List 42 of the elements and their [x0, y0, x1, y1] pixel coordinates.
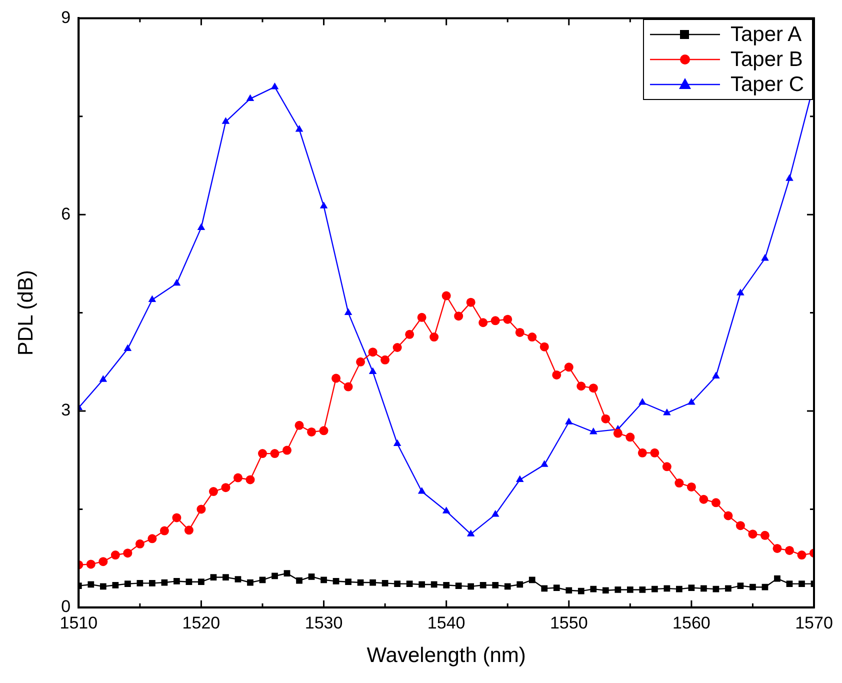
point	[197, 223, 206, 230]
point	[590, 427, 598, 434]
point	[516, 475, 524, 482]
point	[320, 202, 328, 208]
y-tick-label: 9	[61, 8, 71, 27]
point	[124, 344, 132, 352]
point	[172, 278, 181, 286]
point	[148, 295, 156, 302]
point	[564, 418, 573, 424]
x-tick-label: 1570	[795, 613, 833, 632]
point	[368, 367, 377, 374]
point	[540, 460, 548, 467]
point	[442, 506, 450, 514]
legend-label: Taper A	[730, 22, 802, 48]
legend-label: Taper B	[730, 47, 803, 72]
point	[712, 372, 720, 379]
point	[736, 288, 744, 296]
y-tick-label: 3	[61, 400, 71, 420]
point	[761, 254, 769, 261]
legend-label: Taper C	[730, 72, 804, 98]
y-axis-title: PDL (dB)	[14, 270, 38, 356]
x-tick-label: 1550	[550, 613, 588, 632]
x-tick-label: 1530	[304, 613, 343, 632]
x-tick-label: 1520	[182, 613, 220, 632]
point	[295, 124, 304, 132]
point	[270, 82, 279, 90]
x-tick-label: 1540	[427, 613, 466, 632]
y-tick-label: 6	[61, 204, 71, 224]
point	[418, 487, 426, 494]
point	[344, 308, 352, 316]
point	[466, 530, 475, 536]
point	[491, 510, 500, 517]
point	[393, 439, 402, 446]
point	[663, 408, 671, 416]
point	[786, 174, 794, 181]
x-axis-title: Wavelength (nm)	[366, 644, 526, 668]
point	[246, 94, 254, 101]
x-tick-label: 1560	[672, 613, 710, 632]
point	[638, 398, 646, 405]
point	[688, 398, 696, 405]
point	[222, 117, 230, 124]
point	[99, 375, 108, 382]
